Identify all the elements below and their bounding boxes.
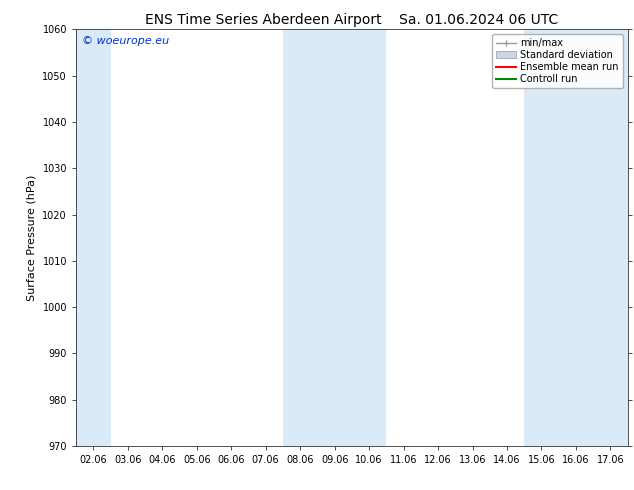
Bar: [524, 29, 628, 446]
Bar: [76, 29, 110, 446]
Text: © woeurope.eu: © woeurope.eu: [82, 36, 169, 46]
Legend: min/max, Standard deviation, Ensemble mean run, Controll run: min/max, Standard deviation, Ensemble me…: [492, 34, 623, 88]
Title: ENS Time Series Aberdeen Airport    Sa. 01.06.2024 06 UTC: ENS Time Series Aberdeen Airport Sa. 01.…: [145, 13, 559, 27]
Bar: [283, 29, 386, 446]
Y-axis label: Surface Pressure (hPa): Surface Pressure (hPa): [27, 174, 37, 301]
